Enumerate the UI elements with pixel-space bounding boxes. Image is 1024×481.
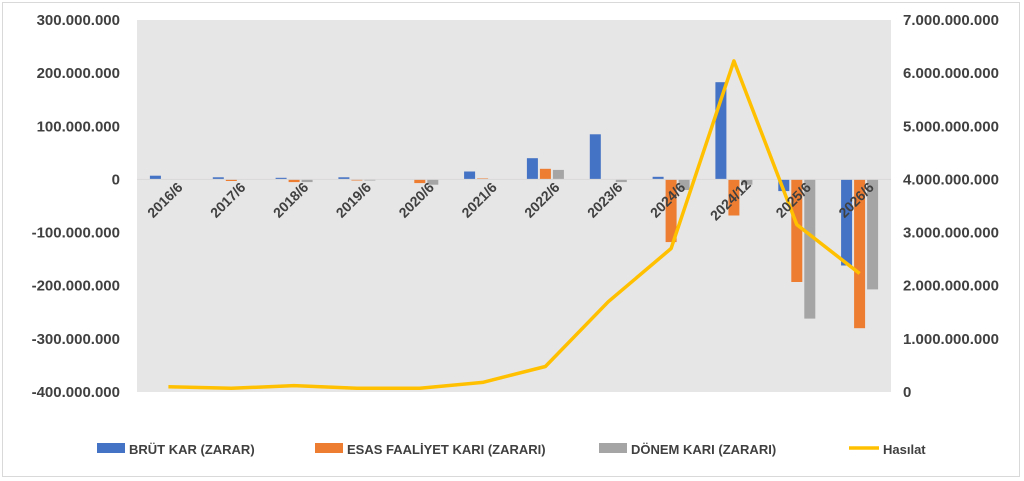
bar-1-2023-6 (589, 134, 601, 180)
bar-1-2018-6 (275, 177, 287, 180)
line-hasilat (168, 59, 861, 391)
left-axis-labels: 300.000.000 200.000.000 100.000.000 0 -100.0… (32, 12, 120, 401)
bar-3-2024-6 (678, 179, 690, 190)
bar-3-2018-6 (301, 179, 313, 183)
right-axis-tick: 7.000.000.000 (903, 12, 999, 29)
legend-label: BRÜT KAR (ZARAR) (129, 442, 255, 457)
bar-1-2025-6 (778, 179, 790, 192)
right-axis-tick: 4.000.000.000 (903, 171, 999, 188)
bar-2-2017-6 (225, 179, 237, 181)
legend-swatch (599, 443, 627, 453)
legend: BRÜT KAR (ZARAR) ESAS FAALİYET KARI (ZARA… (97, 442, 926, 457)
bar-3-2022-6 (552, 169, 564, 180)
bar-2-2025-6 (791, 179, 803, 282)
bar-1-2026-6 (841, 179, 853, 266)
legend-label: ESAS FAALİYET KARI (ZARARI) (347, 442, 546, 457)
right-axis-tick: 2.000.000.000 (903, 278, 999, 295)
right-axis-tick: 0 (903, 384, 911, 401)
bar-3-2026-6 (867, 179, 879, 290)
bar-3-2024-12 (741, 179, 753, 185)
left-axis-tick: -300.000.000 (32, 331, 120, 348)
right-axis-tick: 6.000.000.000 (903, 65, 999, 82)
bar-1-2016-6 (149, 175, 161, 180)
legend-swatch (315, 443, 343, 453)
left-axis-tick: 300.000.000 (37, 12, 120, 29)
bar-1-2017-6 (212, 177, 224, 180)
bar-2-2019-6 (351, 179, 363, 181)
combo-chart: 2016/6 2017/6 2018/6 2019/6 2020/6 2021/6 2022… (32, 12, 999, 457)
legend-swatch (97, 443, 125, 453)
left-axis-tick: -200.000.000 (32, 278, 120, 295)
bar-2-2026-6 (854, 179, 866, 329)
legend-label: DÖNEM KARI (ZARARI) (631, 442, 776, 457)
line-series-group (168, 59, 861, 391)
right-axis-tick: 5.000.000.000 (903, 118, 999, 135)
plot-area (137, 20, 891, 392)
left-axis-tick: 0 (112, 171, 120, 188)
bar-2-2020-6 (414, 179, 426, 184)
left-axis-tick: 100.000.000 (37, 118, 120, 135)
bar-1-2021-6 (464, 171, 476, 180)
bar-3-2019-6 (364, 179, 376, 181)
bar-3-2023-6 (615, 179, 627, 183)
legend-label: Hasılat (883, 442, 926, 457)
left-axis-tick: -100.000.000 (32, 225, 120, 242)
bar-3-2020-6 (427, 179, 439, 185)
bar-2-2024-6 (665, 179, 677, 243)
bar-3-2025-6 (804, 179, 816, 319)
bar-2-2024-12 (728, 179, 740, 216)
right-axis-tick: 1.000.000.000 (903, 331, 999, 348)
bar-series-group (149, 82, 879, 329)
bar-1-2019-6 (338, 177, 350, 180)
right-axis-labels: 7.000.000.000 6.000.000.000 5.000.000.000 4… (903, 12, 999, 401)
bar-1-2022-6 (526, 158, 538, 180)
bar-1-2024-12 (715, 82, 727, 180)
left-axis-tick: 200.000.000 (37, 65, 120, 82)
bar-2-2022-6 (539, 168, 551, 180)
right-axis-tick: 3.000.000.000 (903, 225, 999, 242)
bar-1-2024-6 (652, 176, 664, 180)
bar-2-2018-6 (288, 179, 300, 183)
left-axis-tick: -400.000.000 (32, 384, 120, 401)
